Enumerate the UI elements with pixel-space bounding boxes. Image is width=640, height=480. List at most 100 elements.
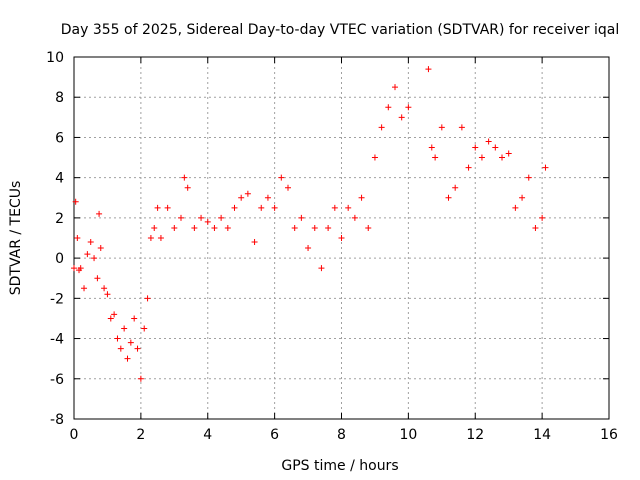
data-point [74, 235, 81, 241]
data-point [505, 150, 512, 157]
x-tick-label: 12 [466, 427, 484, 443]
data-point [499, 154, 505, 161]
data-point [117, 345, 124, 352]
y-tick-label: 2 [55, 211, 64, 227]
data-point [539, 214, 546, 221]
data-point [141, 325, 148, 332]
tick-layer: 0 2 4 6 8 10 12 14 16 -8 -6 -4 -2 0 2 4 6 8 10 [46, 50, 618, 443]
data-point [87, 239, 94, 246]
data-point [278, 174, 285, 181]
data-point [258, 204, 265, 211]
data-point [91, 255, 98, 262]
data-point [72, 198, 79, 205]
y-tick-label: 0 [55, 251, 64, 267]
data-point [107, 315, 114, 322]
data-point [318, 265, 325, 272]
grid-layer [74, 57, 609, 419]
data-point [238, 194, 245, 201]
data-point [121, 325, 128, 332]
data-point [244, 190, 251, 197]
data-point [211, 224, 218, 231]
data-point [532, 224, 539, 231]
data-point [114, 335, 121, 342]
data-point [198, 214, 205, 221]
data-point [351, 214, 358, 221]
x-axis-label: GPS time / hours [281, 458, 398, 474]
data-point [525, 174, 532, 181]
chart-title: Day 355 of 2025, Sidereal Day-to-day VTE… [61, 22, 619, 38]
data-point [101, 285, 108, 292]
data-point [378, 124, 385, 131]
x-tick-label: 10 [399, 427, 417, 443]
data-point [251, 239, 258, 246]
data-point [127, 339, 134, 346]
data-point [485, 138, 492, 145]
data-point [358, 194, 365, 201]
data-point [224, 224, 231, 231]
data-point [131, 315, 138, 322]
data-point [137, 375, 144, 382]
data-point [371, 154, 378, 161]
data-points [71, 66, 549, 382]
data-point [425, 66, 432, 73]
data-point [519, 194, 526, 201]
y-tick-label: -6 [50, 372, 64, 388]
data-point [164, 204, 171, 211]
x-tick-label: 4 [203, 427, 212, 443]
data-point [96, 210, 103, 217]
data-point [271, 204, 278, 211]
data-point [385, 104, 392, 111]
data-point [365, 224, 372, 231]
data-point [97, 245, 104, 252]
data-point [134, 345, 141, 352]
data-point [472, 144, 479, 151]
data-point [191, 224, 198, 231]
data-point [345, 204, 352, 211]
data-point [325, 224, 332, 231]
data-point [392, 84, 398, 91]
data-point [405, 104, 412, 111]
data-point [154, 204, 161, 211]
data-point [512, 204, 519, 211]
data-point [184, 184, 191, 191]
data-point [542, 164, 549, 171]
data-point [458, 124, 465, 131]
data-point [204, 218, 211, 225]
x-tick-label: 8 [337, 427, 346, 443]
data-point [111, 311, 118, 318]
data-point [178, 214, 184, 221]
data-point [438, 124, 445, 131]
data-point [398, 114, 405, 121]
data-point [465, 164, 472, 171]
data-point [298, 214, 305, 221]
x-tick-label: 16 [600, 427, 618, 443]
data-point [338, 235, 345, 241]
data-point [285, 184, 291, 191]
data-point [492, 144, 499, 151]
y-axis-label: SDTVAR / TECUs [8, 181, 24, 296]
data-point [104, 291, 111, 298]
data-point [291, 224, 298, 231]
data-point [157, 235, 164, 241]
data-point [181, 174, 188, 181]
data-point [264, 194, 271, 201]
data-point [445, 194, 452, 201]
data-point [151, 224, 158, 231]
y-tick-label: -2 [50, 291, 64, 307]
data-point [331, 204, 338, 211]
y-tick-label: 8 [55, 90, 64, 106]
data-point [147, 235, 154, 241]
data-point [94, 275, 101, 282]
y-tick-label: 10 [46, 50, 64, 66]
data-point [124, 355, 131, 362]
data-point [144, 295, 151, 302]
y-tick-label: -8 [50, 412, 64, 428]
y-tick-label: 4 [55, 171, 64, 187]
x-tick-label: 2 [136, 427, 145, 443]
data-point [218, 214, 225, 221]
data-point [171, 224, 178, 231]
data-point [305, 245, 312, 252]
data-point [71, 265, 77, 272]
data-point [428, 144, 435, 151]
